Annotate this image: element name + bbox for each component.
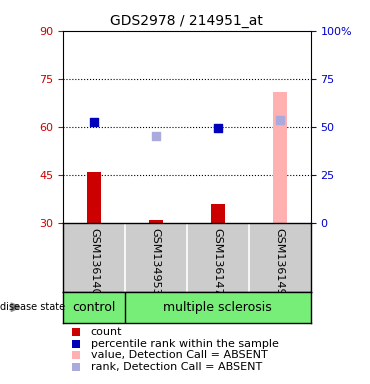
Point [215,125,221,131]
Polygon shape [11,303,20,311]
Text: GSM136147: GSM136147 [213,228,223,296]
Title: GDS2978 / 214951_at: GDS2978 / 214951_at [110,14,263,28]
Bar [149,220,163,223]
Point [91,119,97,125]
Text: count: count [91,327,122,337]
Text: disease state: disease state [0,302,65,312]
Text: multiple sclerosis: multiple sclerosis [164,301,272,314]
Point [153,133,159,139]
Bar [273,91,287,223]
Text: control: control [72,301,115,314]
Point [277,117,283,123]
Bar [87,172,101,223]
Text: rank, Detection Call = ABSENT: rank, Detection Call = ABSENT [91,362,262,372]
Text: GSM136140: GSM136140 [89,228,99,296]
Text: GSM136149: GSM136149 [275,228,285,296]
Bar [211,204,225,223]
Text: value, Detection Call = ABSENT: value, Detection Call = ABSENT [91,350,268,360]
Text: GSM134953: GSM134953 [151,228,161,296]
Text: percentile rank within the sample: percentile rank within the sample [91,339,279,349]
